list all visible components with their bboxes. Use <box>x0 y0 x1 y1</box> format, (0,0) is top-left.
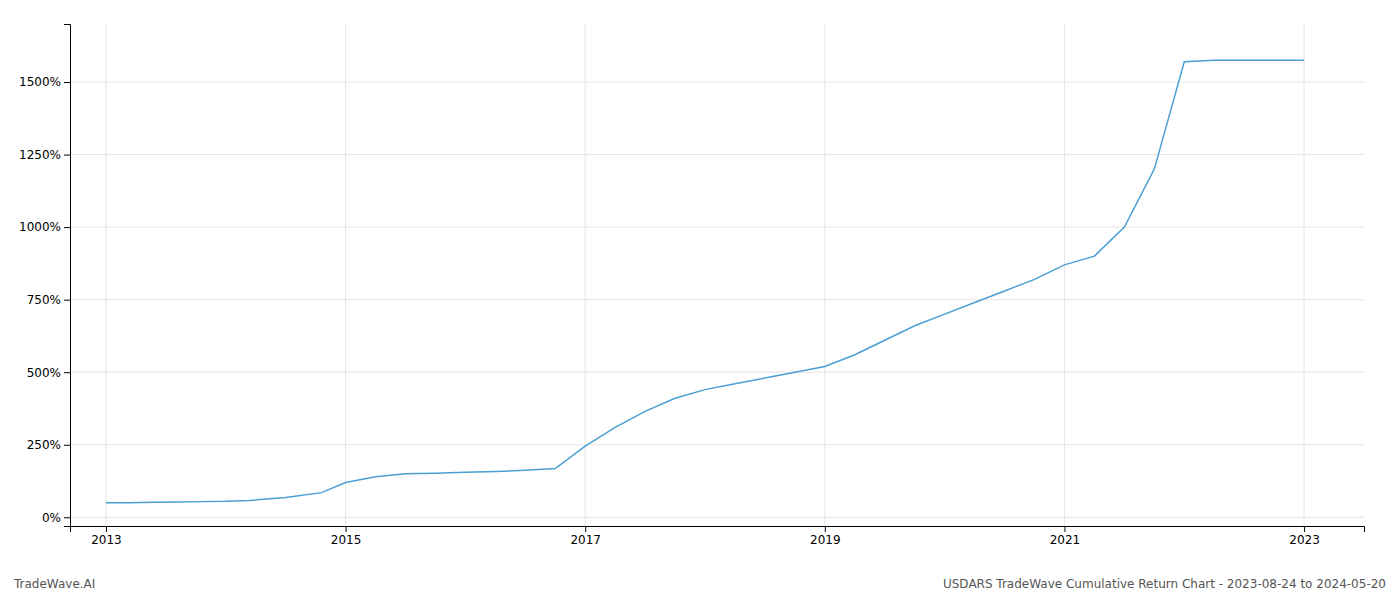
y-tick-label: 0% <box>42 511 61 525</box>
y-tick: 750% <box>27 293 70 307</box>
y-tick-label: 1500% <box>19 75 61 89</box>
footer-text: TradeWave.AI <box>13 577 95 591</box>
x-tick: 2017 <box>570 526 601 547</box>
line <box>106 60 1304 503</box>
x-tick: 2021 <box>1050 526 1081 547</box>
y-tick: 500% <box>27 366 70 380</box>
x-grid-line <box>105 24 106 526</box>
y-grid-line <box>70 372 1364 373</box>
x-grid-line <box>585 24 586 526</box>
y-tick-label: 1250% <box>19 148 61 162</box>
y-axis-line <box>64 25 71 527</box>
y-tick: 1000% <box>19 220 70 234</box>
y-grid-line <box>70 82 1364 83</box>
x-tick: 2019 <box>810 526 841 547</box>
x-grid-line <box>345 24 346 526</box>
x-tick-label: 2021 <box>1050 533 1081 547</box>
y-tick-label: 750% <box>27 293 61 307</box>
x-axis: 2013 2015 2017 2019 2021 2023 <box>71 526 1365 547</box>
grid <box>70 24 1364 526</box>
x-tick-label: 2017 <box>570 533 601 547</box>
y-tick-mark <box>64 517 70 518</box>
x-tick-label: 2015 <box>331 533 362 547</box>
y-tick-mark <box>64 155 70 156</box>
x-tick-mark <box>346 526 347 532</box>
x-tick-mark <box>585 526 586 532</box>
x-tick-mark <box>106 526 107 532</box>
x-tick: 2023 <box>1289 526 1320 547</box>
x-tick: 2015 <box>331 526 362 547</box>
y-axis: 0% 250% 500% 750% 1000% 1250% 1500% <box>19 25 70 527</box>
y-tick-label: 500% <box>27 366 61 380</box>
x-tick-label: 2013 <box>91 533 122 547</box>
y-grid-line <box>70 444 1364 445</box>
x-grid-line <box>1304 24 1305 526</box>
y-grid-line <box>70 227 1364 228</box>
y-tick-label: 250% <box>27 438 61 452</box>
footer-text: USDARS TradeWave Cumulative Return Chart… <box>943 577 1386 591</box>
y-tick-mark <box>64 227 70 228</box>
x-tick-label: 2023 <box>1289 533 1320 547</box>
y-tick-mark <box>64 300 70 301</box>
y-tick: 1250% <box>19 148 70 162</box>
plot-area <box>106 60 1304 503</box>
x-axis-line <box>71 527 1365 533</box>
y-grid-line <box>70 517 1364 518</box>
y-grid-line <box>70 299 1364 300</box>
y-tick: 1500% <box>19 75 70 89</box>
x-tick-mark <box>825 526 826 532</box>
x-tick-label: 2019 <box>810 533 841 547</box>
y-tick-mark <box>64 445 70 446</box>
x-tick-mark <box>1064 526 1065 532</box>
chart: 2013 2015 2017 2019 2021 2023 0% 250% 500% 750% 10… <box>0 0 1400 600</box>
x-grid-line <box>824 24 825 526</box>
x-tick: 2013 <box>91 526 122 547</box>
x-tick-mark <box>1304 526 1305 532</box>
y-tick: 0% <box>42 511 70 525</box>
footer: TradeWave.AI USDARS TradeWave Cumulative … <box>13 577 1386 591</box>
y-tick-mark <box>64 82 70 83</box>
y-grid-line <box>70 154 1364 155</box>
y-tick-mark <box>64 372 70 373</box>
x-grid-line <box>1064 24 1065 526</box>
y-tick: 250% <box>27 438 70 452</box>
y-tick-label: 1000% <box>19 220 61 234</box>
